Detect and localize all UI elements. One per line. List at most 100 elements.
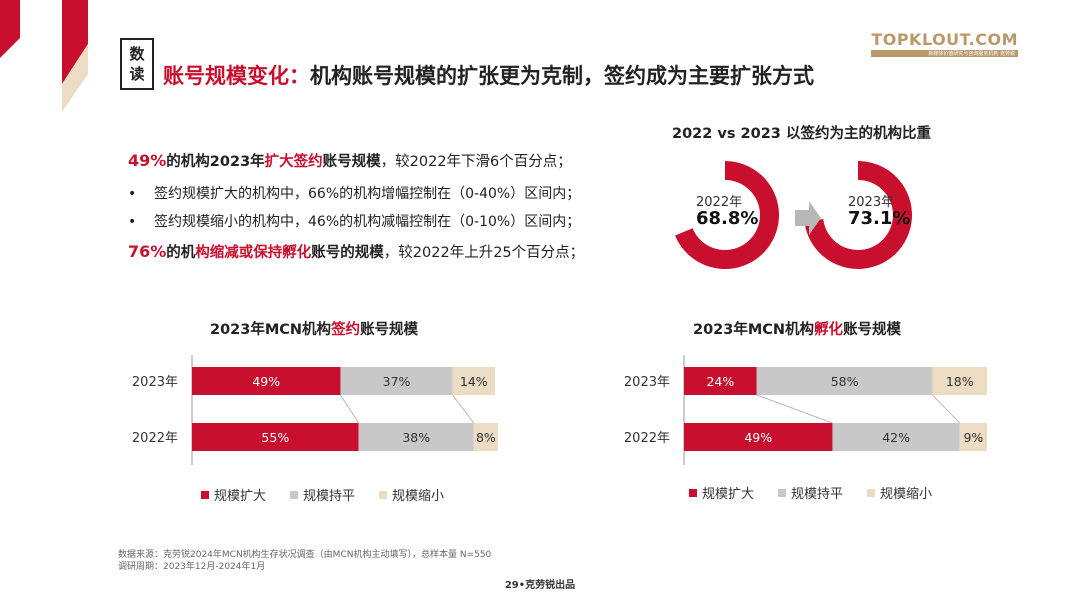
- legend-item-shrink: 规模缩小: [867, 483, 932, 502]
- bullet-4-pct: 76%: [128, 242, 167, 261]
- bar-label-flat: 42%: [882, 430, 910, 445]
- bullet-3-text: 签约规模缩小的机构中，46%的机构减幅控制在（0-10%）区间内；: [154, 214, 581, 230]
- incubate-title-a: 2023年MCN机构: [693, 322, 815, 338]
- bar-segment-flat: [756, 367, 933, 395]
- legend-swatch-expand: [689, 488, 697, 497]
- bar-label-expand: 55%: [261, 430, 289, 445]
- legend-item-shrink: 规模缩小: [379, 485, 444, 504]
- legend-label-flat: 规模持平: [303, 489, 356, 504]
- incubate-stacked-bar-chart: 2023年 24% 58% 18% 2022年 49% 42% 9%: [624, 355, 987, 465]
- page-number: 29•克劳锐出品: [504, 580, 576, 591]
- legend-swatch-expand: [201, 490, 209, 499]
- bar-label-shrink: 18%: [946, 374, 974, 389]
- bar-segment-flat: [340, 367, 453, 395]
- bullet-1-tail: ，较2022年下滑6个百分点；: [380, 154, 572, 170]
- bullet-1-b1: 账号规模: [322, 154, 381, 170]
- incubate-chart-legend: 规模扩大 规模持平 规模缩小: [689, 483, 956, 502]
- legend-item-flat: 规模持平: [290, 485, 355, 504]
- title-prefix: 账号规模变化：: [163, 64, 310, 88]
- bar-segment-flat: [358, 423, 474, 451]
- legend-item-expand: 规模扩大: [201, 485, 266, 504]
- section-badge: 数 读: [120, 38, 154, 90]
- footnote-source: 数据来源：克劳锐2024年MCN机构生存状况调查（由MCN机构主动填写），总样本…: [118, 550, 492, 560]
- sign-stacked-bar-chart: 2023年 49% 37% 14% 2022年 55% 38% 8%: [132, 355, 499, 465]
- bar-label-expand: 24%: [706, 374, 734, 389]
- connector-line: [452, 394, 475, 424]
- footnote-period: 调研周期：2023年12月-2024年1月: [118, 562, 266, 572]
- incubate-title-b: 账号规模: [843, 322, 902, 338]
- bullet-1-hl: 扩大签约: [264, 154, 323, 170]
- legend-swatch-flat: [290, 490, 299, 499]
- bar-label-flat: 58%: [831, 374, 859, 389]
- bar-segment-expand: [192, 367, 341, 395]
- sign-chart-title: 2023年MCN机构签约账号规模: [210, 318, 418, 339]
- legend-label-flat: 规模持平: [791, 487, 844, 502]
- bullet-4-hl: 构缩减或保持孵化: [195, 245, 312, 261]
- bar-segment-shrink: [932, 367, 987, 395]
- incubate-title-hl: 孵化: [814, 322, 844, 338]
- bullet-3: • 签约规模缩小的机构中，46%的机构减幅控制在（0-10%）区间内；: [128, 211, 580, 231]
- bar-label-flat: 37%: [383, 374, 411, 389]
- page-title: 账号规模变化：机构账号规模的扩张更为克制，签约成为主要扩张方式: [163, 60, 814, 90]
- bar-label-shrink: 9%: [963, 430, 983, 445]
- bullet-2-dot: •: [128, 186, 137, 202]
- donut-chart-title: 2022 vs 2023 以签约为主的机构比重: [672, 126, 931, 142]
- bar-segment-flat: [832, 423, 960, 451]
- logo-text: TOPKLOUT.COM: [871, 30, 1018, 49]
- bar-label-flat: 38%: [402, 430, 430, 445]
- donut-2022-label: 2022年: [696, 195, 743, 210]
- bar-segment-shrink: [959, 423, 987, 451]
- connector-line: [756, 394, 833, 424]
- sign-title-b: 账号规模: [360, 322, 419, 338]
- category-label: 2022年: [624, 431, 670, 446]
- bullet-3-dot: •: [128, 214, 137, 230]
- donut-chart: [675, 161, 912, 269]
- donut-2023-arc: [804, 161, 912, 269]
- bullet-1-pct: 49%: [128, 151, 167, 170]
- legend-swatch-flat: [778, 488, 787, 497]
- bullet-4-a: 的机: [166, 245, 196, 261]
- bar-label-expand: 49%: [252, 374, 280, 389]
- bar-segment-expand: [684, 423, 833, 451]
- connector-line: [340, 394, 359, 424]
- bar-segment-shrink: [452, 367, 495, 395]
- corner-decoration: [0, 0, 88, 112]
- bar-segment-shrink: [473, 423, 499, 451]
- legend-label-expand: 规模扩大: [214, 489, 267, 504]
- bullet-4-b1: 账号的规模: [311, 245, 384, 261]
- badge-char-2: 读: [129, 65, 145, 83]
- category-label: 2023年: [624, 375, 670, 390]
- legend-swatch-shrink: [867, 488, 876, 497]
- sign-title-hl: 签约: [331, 322, 361, 338]
- donut-2023-label: 2023年: [848, 195, 895, 210]
- bar-label-shrink: 8%: [476, 430, 496, 445]
- category-label: 2023年: [132, 375, 178, 390]
- bar-label-shrink: 14%: [460, 374, 488, 389]
- bullet-1-a: 的机构2023年: [166, 154, 265, 170]
- bullet-4: 76%的机构缩减或保持孵化账号的规模，较2022年上升25个百分点；: [128, 241, 584, 262]
- incubate-chart-title: 2023年MCN机构孵化账号规模: [693, 318, 901, 339]
- legend-label-shrink: 规模缩小: [880, 487, 933, 502]
- brand-logo: TOPKLOUT.COM 新媒体价值研究与咨询服务机构 克劳锐: [871, 30, 1018, 57]
- legend-label-expand: 规模扩大: [702, 487, 755, 502]
- bullet-1: 49%的机构2023年扩大签约账号规模，较2022年下滑6个百分点；: [128, 150, 572, 171]
- sign-chart-legend: 规模扩大 规模持平 规模缩小: [201, 485, 468, 504]
- title-rest: 机构账号规模的扩张更为克制，签约成为主要扩张方式: [310, 64, 814, 88]
- bar-segment-expand: [684, 367, 757, 395]
- badge-char-1: 数: [129, 45, 145, 63]
- donut-2022-arc: [675, 161, 779, 269]
- bullet-4-tail: ，较2022年上升25个百分点；: [383, 245, 585, 261]
- legend-item-expand: 规模扩大: [689, 483, 754, 502]
- donut-2023-value: 73.1%: [848, 208, 911, 229]
- arrow-right-icon: [795, 201, 821, 235]
- sign-title-a: 2023年MCN机构: [210, 322, 332, 338]
- donut-2022-value: 68.8%: [696, 208, 759, 229]
- legend-label-shrink: 规模缩小: [392, 489, 445, 504]
- connector-line: [932, 394, 961, 424]
- bar-segment-expand: [192, 423, 359, 451]
- bullet-2: • 签约规模扩大的机构中，66%的机构增幅控制在（0-40%）区间内；: [128, 183, 580, 203]
- bar-label-expand: 49%: [744, 430, 772, 445]
- category-label: 2022年: [132, 431, 178, 446]
- bullet-2-text: 签约规模扩大的机构中，66%的机构增幅控制在（0-40%）区间内；: [154, 186, 581, 202]
- legend-item-flat: 规模持平: [778, 483, 843, 502]
